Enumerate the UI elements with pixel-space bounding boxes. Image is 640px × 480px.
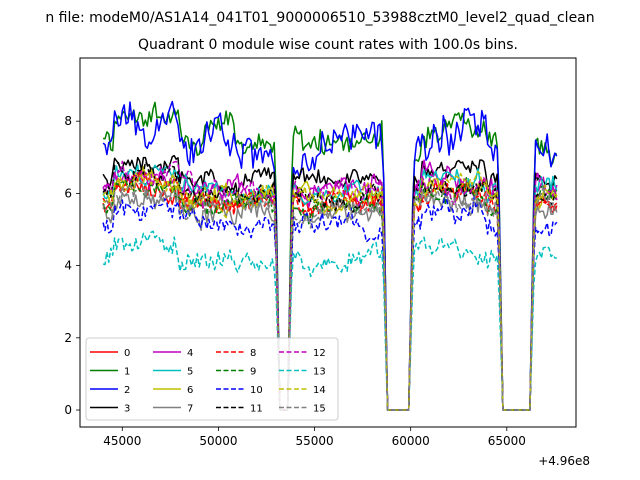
legend-label-6: 6 [187, 385, 193, 396]
legend-label-5: 5 [187, 367, 193, 378]
legend-label-7: 7 [187, 404, 193, 415]
axes-layer: 45000 50000 55000 60000 65000 0 2 4 6 8 [64, 114, 526, 448]
legend-box [85, 337, 339, 421]
x-tick-label: 55000 [295, 434, 333, 448]
series-line-13 [102, 230, 557, 411]
legend-label-15: 15 [313, 404, 326, 415]
legend-label-4: 4 [187, 348, 193, 359]
figure-suptitle: n file: modeM0/AS1A14_041T01_9000006510_… [45, 10, 594, 26]
y-tick-label: 0 [64, 403, 72, 417]
legend-label-0: 0 [124, 348, 130, 359]
x-tick-label: 65000 [488, 434, 526, 448]
legend-label-13: 13 [313, 367, 326, 378]
legend-label-2: 2 [124, 385, 130, 396]
legend-label-11: 11 [250, 404, 263, 415]
series-line-8 [102, 169, 558, 411]
legend-label-14: 14 [313, 385, 326, 396]
x-tick-label: 50000 [199, 434, 237, 448]
x-tick-label: 60000 [392, 434, 430, 448]
series-line-6 [102, 166, 558, 411]
y-tick-label: 2 [64, 331, 72, 345]
series-line-11 [102, 161, 558, 411]
x-tick-label: 45000 [103, 434, 141, 448]
legend-label-10: 10 [250, 385, 263, 396]
plot-frame [79, 57, 577, 428]
y-tick-label: 8 [64, 114, 72, 128]
legend-label-12: 12 [313, 348, 326, 359]
series-line-15 [102, 181, 558, 411]
series-line-1 [102, 101, 557, 411]
legend-label-1: 1 [124, 367, 130, 378]
legend-label-8: 8 [250, 348, 256, 359]
x-offset-text: +4.96e8 [538, 454, 590, 468]
series-line-10 [102, 193, 558, 411]
y-tick-label: 6 [64, 186, 72, 200]
series-layer [102, 100, 558, 411]
legend-label-3: 3 [124, 404, 130, 415]
series-line-2 [102, 100, 558, 411]
chart-title: Quadrant 0 module wise count rates with … [138, 37, 518, 53]
legend-label-9: 9 [250, 367, 256, 378]
y-tick-label: 4 [64, 259, 72, 273]
series-line-14 [102, 170, 558, 411]
